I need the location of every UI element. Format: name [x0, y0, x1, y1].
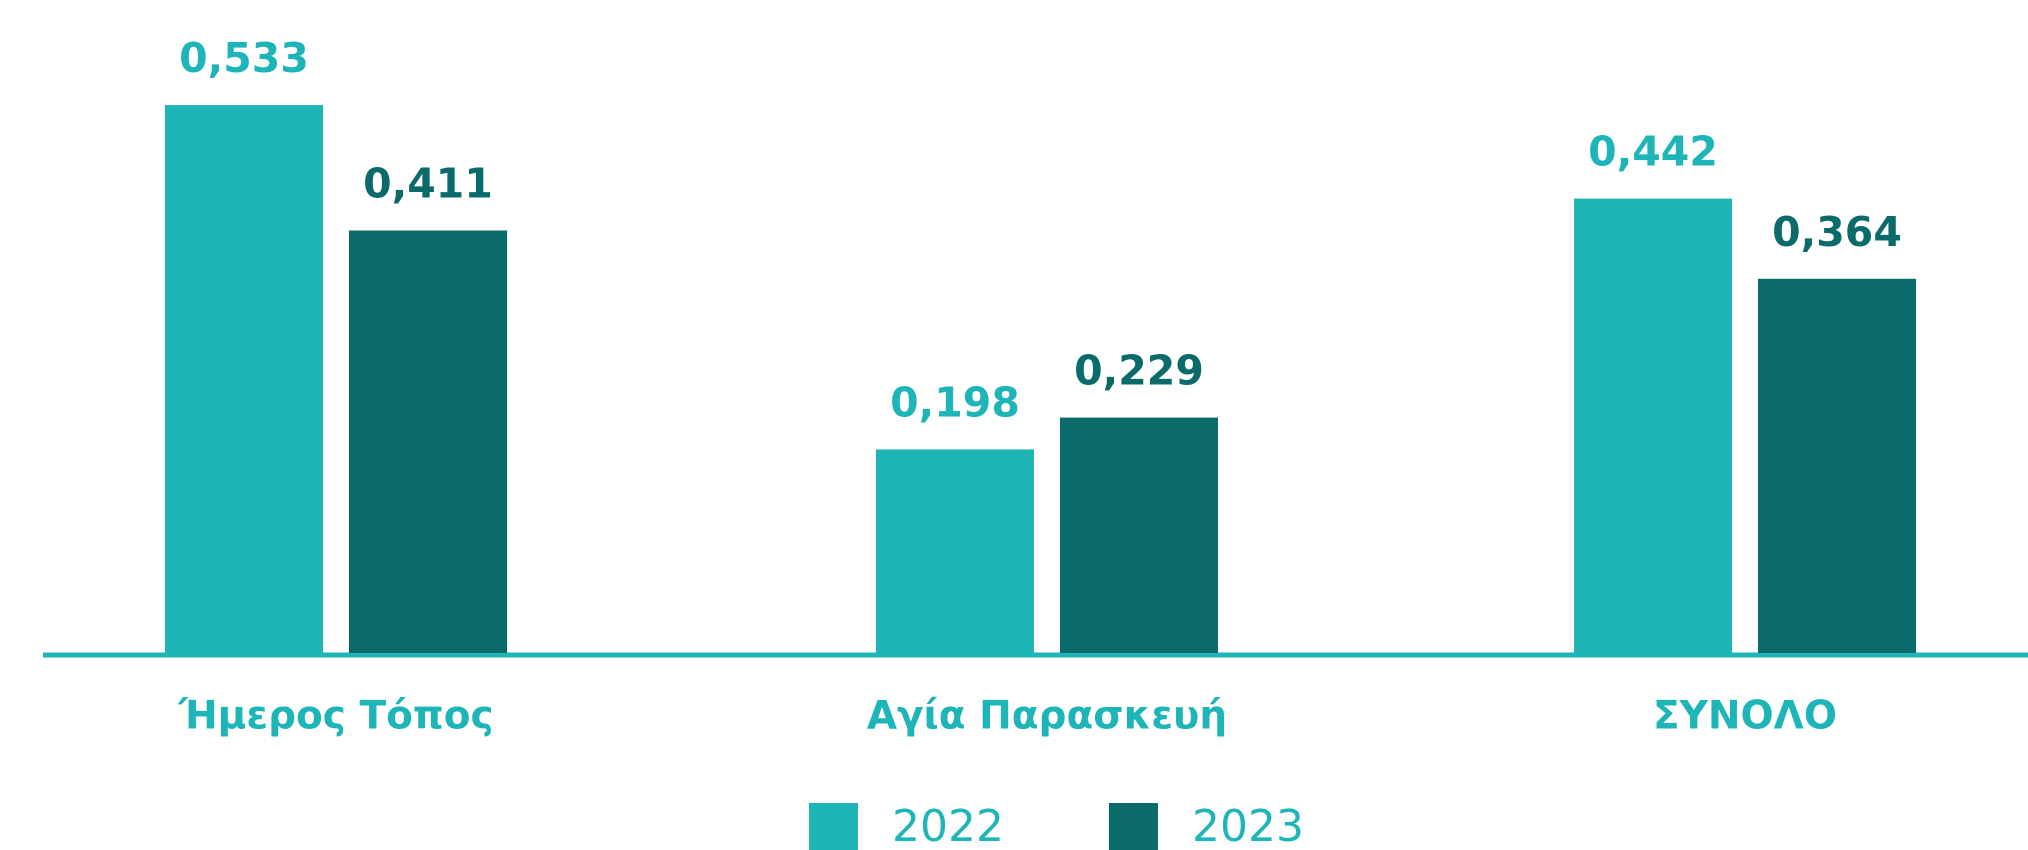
bar — [165, 105, 323, 654]
x-tick-label: Ήμερος Τόπος — [177, 694, 493, 739]
legend-label: 2022 — [892, 801, 1004, 850]
bar — [1758, 278, 1916, 653]
x-tick-label: Αγία Παρασκευή — [867, 694, 1227, 739]
bar — [876, 449, 1034, 653]
legend-swatch — [1109, 803, 1158, 850]
value-label: 0,198 — [890, 378, 1020, 426]
bar — [349, 230, 507, 653]
x-tick-label: ΣΥΝΟΛΟ — [1653, 694, 1837, 739]
value-label: 0,364 — [1772, 208, 1902, 256]
legend-label: 2023 — [1192, 801, 1304, 850]
value-label: 0,229 — [1074, 347, 1204, 395]
legend-swatch — [809, 803, 858, 850]
value-label: 0,533 — [179, 34, 309, 82]
value-label: 0,411 — [363, 159, 493, 207]
bar — [1060, 417, 1218, 653]
value-label: 0,442 — [1588, 128, 1718, 176]
bar — [1574, 198, 1732, 653]
